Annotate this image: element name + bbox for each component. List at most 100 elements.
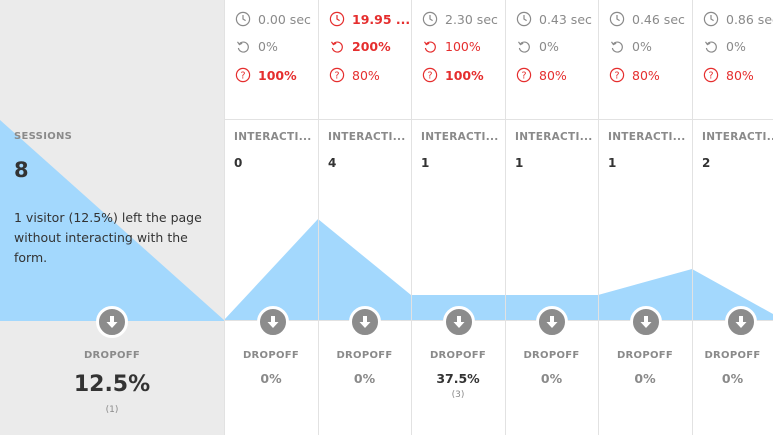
dropoff-button[interactable]	[257, 306, 289, 338]
dropoff-count: (3)	[451, 390, 465, 400]
time-metric: 19.95 ...	[328, 11, 410, 27]
sessions-note: 1 visitor (12.5%) left the page without …	[14, 210, 202, 265]
interaction-value: 1	[421, 156, 430, 170]
field-column[interactable]: 0.43 sec 0% ? 80% INTERACTI... 1 DROPOFF…	[505, 0, 598, 435]
clock-icon	[421, 11, 439, 27]
clock-icon	[702, 11, 720, 27]
time-value: 0.00 sec	[258, 11, 311, 27]
svg-text:?: ?	[614, 71, 619, 82]
help-value: 80%	[539, 67, 567, 83]
interaction-label: INTERACTI...	[328, 131, 406, 143]
interaction-value: 1	[608, 156, 617, 170]
dropoff-value: 0%	[634, 371, 656, 386]
dropoff-value: 37.5%	[436, 371, 480, 386]
clock-icon	[328, 11, 346, 27]
arrow-down-icon	[546, 316, 558, 328]
time-value: 0.86 sec	[726, 11, 773, 27]
time-metric: 0.86 sec	[702, 11, 773, 27]
field-column[interactable]: 0.00 sec 0% ? 100% INTERACTI... 0 DROPOF…	[224, 0, 318, 435]
dropoff-label: DROPOFF	[616, 350, 674, 361]
refill-value: 100%	[445, 39, 481, 54]
interaction-value: 0	[234, 156, 243, 170]
help-value: 80%	[352, 67, 380, 83]
refill-arrow-icon	[328, 40, 346, 54]
dropoff-label: DROPOFF	[242, 350, 300, 361]
column-divider	[692, 0, 693, 435]
refill-value: 0%	[726, 39, 746, 54]
svg-text:?: ?	[521, 71, 526, 82]
column-divider	[318, 0, 319, 435]
field-column[interactable]: 0.86 sec 0% ? 80% INTERACTI... 2 DROPOFF…	[692, 0, 773, 435]
help-circle-icon: ?	[608, 67, 626, 83]
arrow-down-icon	[359, 316, 371, 328]
column-divider	[411, 0, 412, 435]
dropoff-label: DROPOFF	[336, 350, 393, 361]
svg-text:?: ?	[708, 71, 713, 82]
column-divider	[224, 0, 225, 435]
refill-arrow-icon	[702, 40, 720, 54]
help-metric: ? 80%	[608, 67, 660, 83]
interaction-value: 1	[515, 156, 524, 170]
refill-metric: 200%	[328, 39, 391, 54]
refill-value: 200%	[352, 39, 391, 54]
time-value: 0.43 sec	[539, 11, 592, 27]
time-value: 19.95 ...	[352, 11, 411, 27]
dropoff-label: DROPOFF	[429, 350, 487, 361]
interaction-label: INTERACTI...	[702, 131, 773, 143]
interaction-value: 4	[328, 156, 337, 170]
sessions-label: SESSIONS	[14, 131, 73, 142]
time-metric: 0.00 sec	[234, 11, 311, 27]
field-column[interactable]: 0.46 sec 0% ? 80% INTERACTI... 1 DROPOFF…	[598, 0, 692, 435]
refill-value: 0%	[539, 39, 559, 54]
overall-dropoff-count: (1)	[105, 405, 119, 415]
refill-arrow-icon	[608, 40, 626, 54]
arrow-down-icon	[267, 316, 279, 328]
help-circle-icon: ?	[328, 67, 346, 83]
help-metric: ? 100%	[421, 67, 484, 83]
interaction-label: INTERACTI...	[608, 131, 686, 143]
time-metric: 0.43 sec	[515, 11, 592, 27]
clock-icon	[515, 11, 533, 27]
arrow-down-icon	[453, 316, 465, 328]
help-value: 80%	[726, 67, 754, 83]
time-metric: 0.46 sec	[608, 11, 685, 27]
sessions-value: 8	[14, 158, 29, 182]
arrow-down-icon	[735, 316, 747, 328]
interaction-label: INTERACTI...	[515, 131, 593, 143]
refill-arrow-icon	[421, 40, 439, 54]
refill-metric: 0%	[608, 39, 652, 54]
chart-baseline	[224, 320, 773, 321]
dropoff-value: 0%	[260, 371, 282, 386]
overall-dropoff-label: DROPOFF	[83, 350, 141, 361]
refill-metric: 0%	[515, 39, 559, 54]
help-circle-icon: ?	[702, 67, 720, 83]
dropoff-button[interactable]	[630, 306, 662, 338]
field-column[interactable]: 2.30 sec 100% ? 100% INTERACTI... 1 DROP…	[411, 0, 505, 435]
dropoff-button[interactable]	[725, 306, 757, 338]
svg-text:?: ?	[427, 71, 432, 82]
dropoff-label: DROPOFF	[704, 350, 761, 361]
dropoff-value: 0%	[353, 371, 376, 386]
refill-arrow-icon	[515, 40, 533, 54]
dropoff-button[interactable]	[536, 306, 568, 338]
help-circle-icon: ?	[515, 67, 533, 83]
help-value: 100%	[445, 67, 484, 83]
column-divider	[505, 0, 506, 435]
refill-metric: 0%	[702, 39, 746, 54]
time-value: 2.30 sec	[445, 11, 498, 27]
field-column[interactable]: 19.95 ... 200% ? 80% INTERACTI... 4 DROP…	[318, 0, 411, 435]
interaction-value: 2	[702, 156, 711, 170]
svg-text:?: ?	[334, 71, 339, 82]
interaction-label: INTERACTI...	[421, 131, 499, 143]
arrow-down-icon	[640, 316, 652, 328]
overall-dropoff-button[interactable]	[96, 306, 128, 338]
refill-value: 0%	[258, 39, 278, 54]
header-divider	[224, 119, 773, 120]
dropoff-button[interactable]	[349, 306, 381, 338]
help-metric: ? 80%	[328, 67, 380, 83]
refill-metric: 100%	[421, 39, 481, 54]
interaction-label: INTERACTI...	[234, 131, 312, 143]
overall-dropoff-value: 12.5%	[73, 372, 151, 397]
dropoff-button[interactable]	[443, 306, 475, 338]
refill-value: 0%	[632, 39, 652, 54]
